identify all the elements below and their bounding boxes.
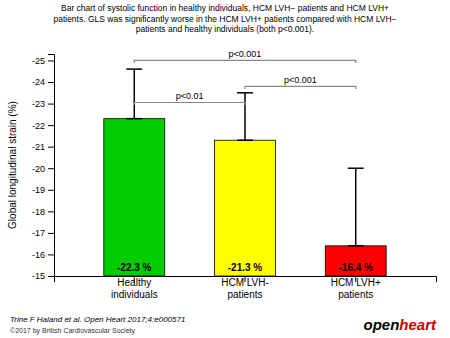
y-tick-mark (48, 147, 54, 148)
title-line: Bar chart of systolic function in health… (61, 3, 389, 13)
x-tick-line: Healthy (117, 277, 151, 288)
title-line: patients. GLS was significantly worse in… (53, 14, 396, 24)
y-tick-label: -23 (32, 99, 45, 109)
error-bar-stem (355, 168, 357, 246)
error-bar-cap (348, 167, 364, 169)
x-axis: HealthyindividualsHCM LVH-patientsHCM LV… (55, 276, 437, 300)
y-tick-mark (48, 168, 54, 169)
y-tick: -23 (32, 99, 54, 109)
y-tick-label: -17 (32, 228, 45, 238)
y-tick: -16 (32, 250, 54, 260)
y-tick: -25 (32, 56, 54, 66)
x-tick: HCM LVH-patients (221, 276, 269, 300)
bracket-line (134, 102, 245, 105)
y-tick-mark (48, 190, 54, 191)
x-tick-line: individuals (111, 289, 158, 300)
bracket-label: p<0.001 (229, 49, 262, 59)
y-tick: -15 (32, 271, 54, 281)
y-tick-mark (48, 82, 54, 83)
bracket-label: p<0.01 (176, 91, 204, 101)
chart: Bar chart of systolic function in health… (0, 0, 450, 338)
y-tick-label: -21 (32, 142, 45, 152)
x-tick-line: HCM LVH- (221, 277, 269, 288)
bracket-line (134, 60, 355, 63)
labels: -22.3 % -21.3 % -16.4 % p<0.001 p<0.001 p<0.0… (117, 49, 373, 273)
y-tick: -19 (32, 185, 54, 195)
x-tick-line: patients (227, 289, 262, 300)
y-tick: -21 (32, 142, 54, 152)
bracket (134, 102, 245, 105)
title: Bar chart of systolic function in health… (53, 3, 396, 34)
error-bar-stem (134, 69, 136, 119)
error-bar (126, 69, 142, 119)
x-tick-label: Healthyindividuals (111, 277, 158, 300)
y-tick-mark (48, 254, 54, 255)
y-tick-label: -25 (32, 56, 45, 66)
y-tick-label: -18 (32, 207, 45, 217)
y-tick-label: -16 (32, 250, 45, 260)
y-tick: -18 (32, 207, 54, 217)
data-label: -22.3 % (117, 262, 152, 273)
y-tick-mark (48, 276, 54, 277)
y-tick-mark (48, 211, 54, 212)
x-tick-line: HCM LVH+ (331, 277, 381, 288)
error-bar (348, 168, 364, 246)
error-bar (237, 93, 253, 140)
x-tick: Healthyindividuals (111, 276, 158, 300)
error-bar-stem (244, 93, 246, 140)
y-tick-mark (48, 233, 54, 234)
y-tick: -22 (32, 121, 54, 131)
y-tick-label: -24 (32, 77, 45, 87)
x-tick-label: HCM LVH+patients (331, 277, 381, 300)
y-tick-mark (48, 60, 54, 61)
error-bar-base (237, 139, 253, 141)
y-axis: -25 -24 -23 -22 -21 -20 -19 -18 -17 -16 -15 (32, 55, 55, 282)
x-tick: HCM LVH+patients (331, 276, 381, 300)
y-tick-label: -19 (32, 185, 45, 195)
footnote: Trine F Haland et al. Open Heart 2017;4:… (10, 315, 185, 324)
y-tick-mark (48, 125, 54, 126)
y-tick-label: -22 (32, 121, 45, 131)
error-bar-cap (126, 68, 142, 70)
logo-part: open (363, 316, 399, 333)
bar (325, 246, 386, 276)
bracket (245, 86, 356, 89)
bar (104, 119, 165, 276)
bracket-label: p<0.001 (284, 75, 317, 85)
data-label: -21.3 % (228, 262, 263, 273)
error-bar-base (348, 245, 364, 247)
marks (104, 60, 386, 276)
y-tick: -20 (32, 164, 54, 174)
y-tick: -24 (32, 77, 54, 87)
y-axis-label: Global longitudinal strain (%) (7, 101, 18, 229)
logo: openheart (363, 316, 437, 333)
bracket-line (245, 86, 356, 89)
y-tick-mark (48, 104, 54, 105)
copyright: ©2017 by British Cardiovascular Society (10, 327, 135, 335)
error-bar-cap (237, 92, 253, 94)
y-tick: -17 (32, 228, 54, 238)
bar (215, 140, 276, 276)
y-axis-line (48, 55, 55, 277)
data-label: -16.4 % (338, 262, 373, 273)
x-tick-line: patients (338, 289, 373, 300)
x-tick-label: HCM LVH-patients (221, 277, 269, 300)
title-line: patients and healthy individuals (both p… (136, 24, 314, 34)
error-bar-base (126, 118, 142, 120)
y-tick-label: -15 (32, 271, 45, 281)
logo-part: heart (399, 316, 437, 333)
plot: -25 -24 -23 -22 -21 -20 -19 -18 -17 -16 -15 Healthy… (7, 49, 437, 299)
bracket (134, 60, 355, 63)
y-tick-label: -20 (32, 164, 45, 174)
